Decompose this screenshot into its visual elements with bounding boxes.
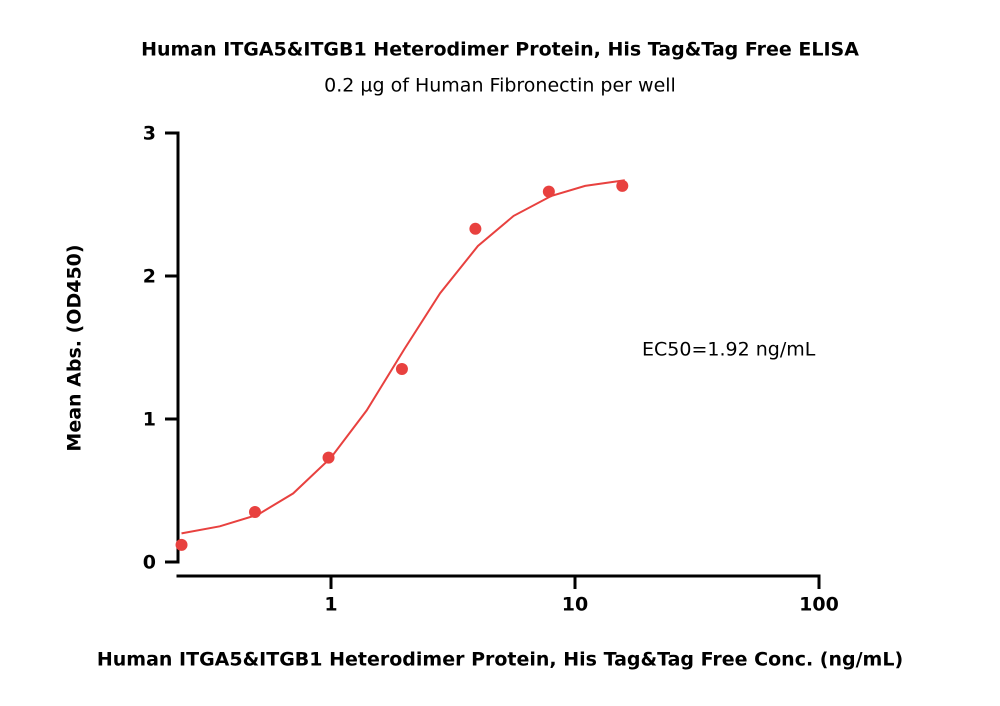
data-point [175,538,188,551]
x-tick-label: 1 [324,594,337,616]
y-tick-label: 0 [143,552,156,574]
chart-title: Human ITGA5&ITGB1 Heterodimer Protein, H… [141,39,859,61]
x-tick-label: 10 [562,594,588,616]
data-point [248,505,261,518]
y-axis-label: Mean Abs. (OD450) [64,244,86,451]
chart-subtitle: 0.2 µg of Human Fibronectin per well [324,75,676,97]
x-tick-label: 100 [799,594,839,616]
y-tick-label: 2 [143,266,156,288]
data-point [542,185,555,198]
y-tick-label: 3 [143,123,156,145]
fit-curve [181,179,625,535]
annotation: EC50=1.92 ng/mL [642,339,816,361]
data-point [395,362,408,375]
y-tick-label: 1 [143,409,156,431]
x-axis-label: Human ITGA5&ITGB1 Heterodimer Protein, H… [97,649,903,671]
data-point [322,451,335,464]
data-point [616,179,629,192]
data-point [469,222,482,235]
